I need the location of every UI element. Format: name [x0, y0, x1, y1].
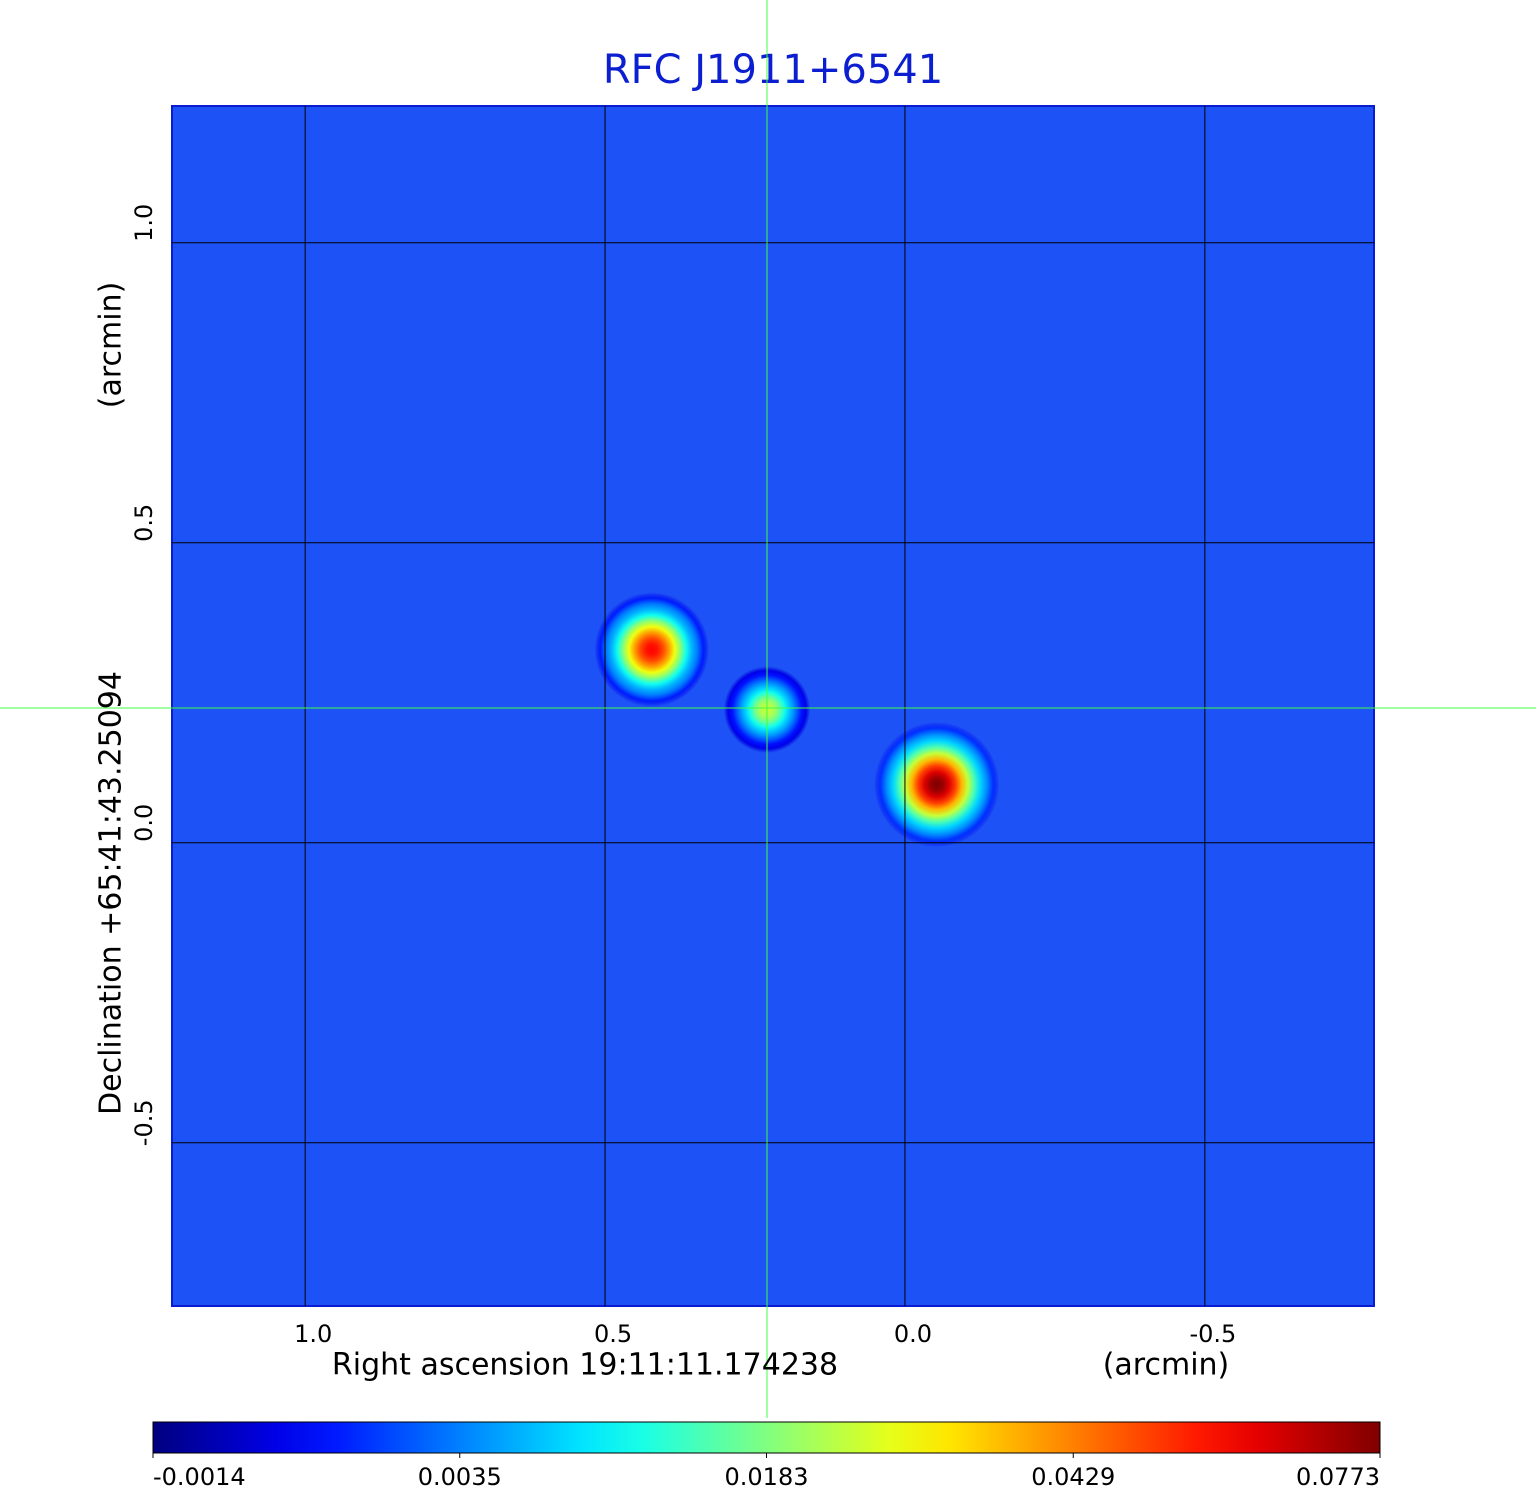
y-axis-label: Declination +65:41:43.25094: [94, 671, 129, 1115]
x-tick-label: 0.5: [594, 1320, 632, 1348]
x-axis-label: Right ascension 19:11:11.174238: [332, 1348, 838, 1383]
x-tick-label: 1.0: [294, 1320, 332, 1348]
colorbar-tick-label: 0.0035: [418, 1463, 502, 1491]
y-tick-label: -0.5: [130, 1099, 158, 1146]
y-tick-label: 0.5: [130, 504, 158, 542]
colorbar-tick-label: -0.0014: [153, 1463, 246, 1491]
x-tick-label: -0.5: [1189, 1320, 1236, 1348]
y-tick-label: 0.0: [130, 804, 158, 842]
y-axis-unit: (arcmin): [94, 282, 129, 409]
grid: [172, 106, 1374, 1306]
colorbar-tick-label: 0.0429: [1031, 1463, 1115, 1491]
colorbar-tick-label: 0.0183: [725, 1463, 809, 1491]
chart-title: RFC J1911+6541: [603, 47, 943, 93]
source: [594, 592, 710, 707]
y-tick-label: 1.0: [130, 204, 158, 242]
colorbar: [152, 1421, 1381, 1454]
x-tick-label: 0.0: [894, 1320, 932, 1348]
source: [874, 722, 1000, 848]
colorbar-tick-label: 0.0773: [1296, 1463, 1380, 1491]
x-axis-unit: (arcmin): [1103, 1348, 1230, 1383]
